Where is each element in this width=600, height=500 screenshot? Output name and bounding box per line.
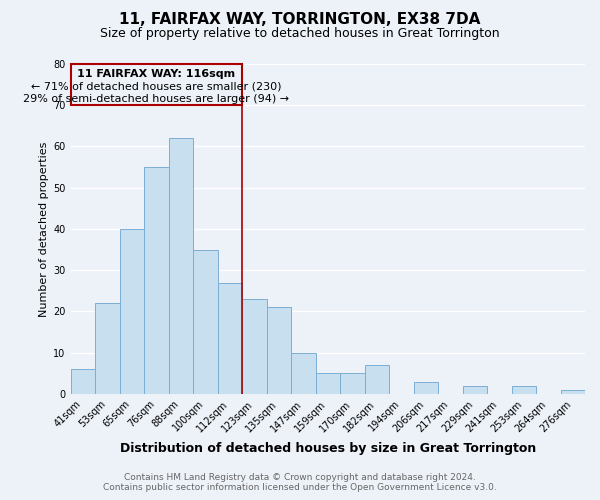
X-axis label: Distribution of detached houses by size in Great Torrington: Distribution of detached houses by size …: [119, 442, 536, 455]
Bar: [340, 374, 365, 394]
Text: ← 71% of detached houses are smaller (230): ← 71% of detached houses are smaller (23…: [31, 82, 281, 92]
Bar: [291, 352, 316, 394]
Text: 11, FAIRFAX WAY, TORRINGTON, EX38 7DA: 11, FAIRFAX WAY, TORRINGTON, EX38 7DA: [119, 12, 481, 28]
Bar: [218, 282, 242, 394]
Bar: [463, 386, 487, 394]
Bar: [242, 299, 266, 394]
Bar: [119, 229, 144, 394]
Text: 11 FAIRFAX WAY: 116sqm: 11 FAIRFAX WAY: 116sqm: [77, 69, 235, 79]
Bar: [365, 365, 389, 394]
Text: Contains HM Land Registry data © Crown copyright and database right 2024.
Contai: Contains HM Land Registry data © Crown c…: [103, 473, 497, 492]
Bar: [193, 250, 218, 394]
Bar: [144, 167, 169, 394]
Bar: [95, 303, 119, 394]
Text: Size of property relative to detached houses in Great Torrington: Size of property relative to detached ho…: [100, 28, 500, 40]
Bar: [560, 390, 585, 394]
Bar: [266, 308, 291, 394]
Bar: [169, 138, 193, 394]
Text: 29% of semi-detached houses are larger (94) →: 29% of semi-detached houses are larger (…: [23, 94, 289, 104]
Bar: [413, 382, 438, 394]
Bar: [512, 386, 536, 394]
Bar: [71, 369, 95, 394]
FancyBboxPatch shape: [71, 64, 242, 105]
Y-axis label: Number of detached properties: Number of detached properties: [39, 142, 49, 316]
Bar: [316, 374, 340, 394]
